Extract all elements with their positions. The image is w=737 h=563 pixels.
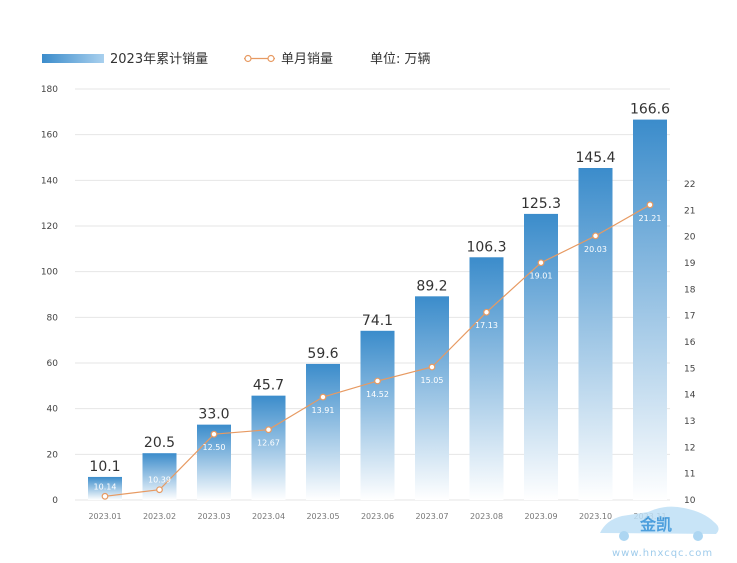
monthly-value-label: 13.91 xyxy=(312,406,335,415)
bar-value-label: 20.5 xyxy=(144,435,175,451)
right-y-axis: 10 11 12 13 14 15 16 17 18 19 20 21 22 xyxy=(684,180,696,506)
right-tick-label: 17 xyxy=(684,312,695,322)
bar-2023.06 xyxy=(360,330,395,500)
monthly-value-label: 17.13 xyxy=(475,321,498,330)
x-tick-label: 2023.08 xyxy=(470,512,503,521)
left-tick-label: 180 xyxy=(41,85,58,95)
x-tick-label: 2023.10 xyxy=(579,512,612,521)
bar-2023.01 xyxy=(88,476,122,500)
monthly-value-label: 15.05 xyxy=(421,376,444,385)
bar-value-label: 145.4 xyxy=(575,150,615,166)
watermark-logo-text: 金凯 xyxy=(639,515,672,534)
left-tick-label: 20 xyxy=(47,450,59,460)
bar-value-labels: 10.1 20.5 33.0 45.7 59.6 74.1 89.2 106.3 125.3 14… xyxy=(89,102,670,475)
bar-value-label: 106.3 xyxy=(466,239,506,255)
right-tick-label: 20 xyxy=(684,233,696,243)
left-tick-label: 100 xyxy=(41,268,58,278)
car-logo-icon xyxy=(600,506,719,541)
monthly-value-label: 10.39 xyxy=(148,476,171,485)
left-tick-label: 0 xyxy=(52,496,58,506)
left-tick-label: 140 xyxy=(41,176,58,186)
x-tick-label: 2023.05 xyxy=(306,512,339,521)
monthly-point xyxy=(428,363,436,371)
x-tick-label: 2023.09 xyxy=(524,512,557,521)
left-tick-label: 60 xyxy=(47,359,59,369)
right-tick-label: 18 xyxy=(684,285,696,295)
monthly-point xyxy=(210,430,218,438)
bar-value-label: 125.3 xyxy=(521,196,561,212)
right-tick-label: 12 xyxy=(684,443,695,453)
monthly-value-label: 10.14 xyxy=(94,482,117,491)
legend-cumulative-label: 2023年累计销量 xyxy=(110,52,208,67)
bar-value-label: 59.6 xyxy=(307,346,338,362)
bar-2023.10 xyxy=(578,168,613,500)
left-y-axis: 0 20 40 60 80 100 120 140 160 180 xyxy=(41,85,58,506)
bar-value-label: 33.0 xyxy=(198,407,229,423)
bars xyxy=(88,119,667,501)
right-tick-label: 21 xyxy=(684,206,695,216)
monthly-value-label: 12.67 xyxy=(257,439,280,448)
monthly-point xyxy=(156,486,163,494)
right-tick-label: 11 xyxy=(684,470,695,480)
legend-unit-label: 单位: 万辆 xyxy=(370,52,431,67)
monthly-point xyxy=(646,201,654,209)
watermark: 金凯 www.hnxcqc.com xyxy=(600,506,719,559)
left-tick-label: 120 xyxy=(41,222,58,232)
right-tick-label: 19 xyxy=(684,259,696,269)
x-tick-label: 2023.04 xyxy=(252,512,285,521)
bar-value-label: 45.7 xyxy=(253,378,284,394)
right-tick-label: 15 xyxy=(684,364,695,374)
x-tick-label: 2023.07 xyxy=(415,512,448,521)
bar-value-label: 89.2 xyxy=(416,278,447,294)
monthly-point xyxy=(319,393,327,401)
monthly-value-label: 20.03 xyxy=(584,245,607,254)
bar-2023.11 xyxy=(633,119,667,500)
monthly-value-label: 19.01 xyxy=(530,272,553,281)
x-axis: 2023.01 2023.02 2023.03 2023.04 2023.05 2023.… xyxy=(88,512,666,521)
bar-2023.07 xyxy=(415,296,449,500)
monthly-point xyxy=(592,232,599,240)
bar-value-label: 10.1 xyxy=(89,459,120,475)
monthly-point xyxy=(483,308,490,316)
x-tick-label: 2023.06 xyxy=(361,512,394,521)
right-tick-label: 14 xyxy=(684,391,696,401)
right-tick-label: 10 xyxy=(684,496,696,506)
watermark-url: www.hnxcqc.com xyxy=(612,548,713,559)
monthly-line: 10.14 10.39 12.50 12.67 13.91 14.52 15.05 17.13… xyxy=(94,201,662,500)
left-tick-label: 40 xyxy=(47,405,59,415)
right-tick-label: 13 xyxy=(684,417,695,427)
bar-2023.05 xyxy=(306,363,340,500)
x-tick-label: 2023.03 xyxy=(197,512,230,521)
monthly-point xyxy=(537,259,545,267)
monthly-value-label: 21.21 xyxy=(639,214,662,223)
left-tick-label: 160 xyxy=(41,131,58,141)
legend-line-swatch xyxy=(244,54,275,63)
right-tick-label: 22 xyxy=(684,180,695,190)
x-tick-label: 2023.01 xyxy=(88,512,121,521)
monthly-value-label: 12.50 xyxy=(203,443,226,452)
monthly-point xyxy=(101,492,109,500)
bar-2023.08 xyxy=(469,257,504,500)
legend: 2023年累计销量 单月销量 单位: 万辆 xyxy=(42,52,431,67)
monthly-point xyxy=(265,426,272,434)
x-tick-label: 2023.02 xyxy=(143,512,176,521)
right-tick-label: 16 xyxy=(684,338,696,348)
monthly-value-label: 14.52 xyxy=(366,390,389,399)
legend-bar-swatch xyxy=(42,54,104,63)
monthly-point xyxy=(374,377,381,385)
bar-value-label: 166.6 xyxy=(630,102,670,118)
bar-value-label: 74.1 xyxy=(362,313,393,329)
legend-monthly-label: 单月销量 xyxy=(281,52,333,67)
bar-2023.04 xyxy=(251,395,286,500)
left-tick-label: 80 xyxy=(47,313,59,323)
